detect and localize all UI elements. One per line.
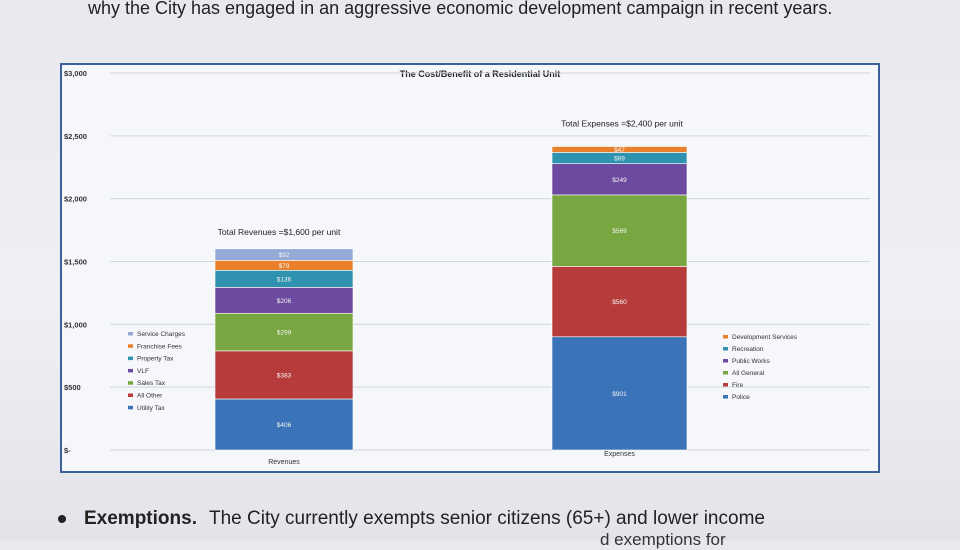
legend-entry: Sales Tax xyxy=(137,380,166,387)
bar-data-label: $249 xyxy=(612,177,627,184)
intro-paragraph: why the City has engaged in an aggressiv… xyxy=(88,0,833,18)
legend-entry: Fire xyxy=(732,382,744,389)
legend-entry: Development Services xyxy=(732,334,798,341)
legend-entry: Public Works xyxy=(732,358,771,365)
x-category-label: Expenses xyxy=(604,451,635,458)
bar-segment xyxy=(214,248,354,261)
bar-segment xyxy=(214,312,354,352)
y-tick-label: $1,500 xyxy=(64,258,87,267)
bar-data-label: $47 xyxy=(614,147,625,154)
cut-off-text-line: d exemptions for xyxy=(600,530,726,549)
y-tick-label: $2,000 xyxy=(64,195,87,204)
legend-entry: All General xyxy=(732,370,765,377)
legend-entry: Police xyxy=(732,394,750,401)
legend-swatch xyxy=(128,393,133,397)
total-label: Total Expenses =$2,400 per unit xyxy=(561,119,683,129)
cost-benefit-chart: The Cost/Benefit of a Residential Unit $… xyxy=(64,69,870,466)
y-tick-label: $2,500 xyxy=(64,132,87,141)
bar-segment xyxy=(214,398,354,451)
bar-segment xyxy=(214,350,354,400)
exemptions-paragraph: Exemptions. The City currently exempts se… xyxy=(58,508,898,530)
legend-swatch xyxy=(723,359,728,363)
bullet-icon xyxy=(58,514,66,523)
bar-data-label: $569 xyxy=(612,228,627,235)
legend-swatch xyxy=(128,356,133,361)
legend-swatch xyxy=(723,347,728,351)
chart-title: The Cost/Benefit of a Residential Unit xyxy=(400,69,561,79)
bar-data-label: $79 xyxy=(279,263,290,270)
legend-entry: Utility Tax xyxy=(137,405,165,412)
legend-swatch xyxy=(128,405,133,410)
bar-data-label: $299 xyxy=(277,330,292,337)
y-tick-label: $- xyxy=(64,446,71,455)
bar-segment xyxy=(551,194,688,267)
legend-swatch xyxy=(128,381,133,385)
legend-swatch xyxy=(128,332,133,336)
bar-data-label: $383 xyxy=(277,372,292,379)
chart-frame xyxy=(60,63,880,473)
bar-data-label: $206 xyxy=(277,298,292,305)
bar-data-label: $901 xyxy=(612,391,627,398)
bar-data-label: $89 xyxy=(614,156,625,163)
bar-segment xyxy=(551,266,688,338)
legend-entry: Property Tax xyxy=(137,356,174,363)
bar-data-label: $406 xyxy=(277,422,292,429)
total-label: Total Revenues =$1,600 per unit xyxy=(218,227,341,237)
legend-swatch xyxy=(723,395,728,399)
x-category-label: Revenues xyxy=(268,459,300,466)
bar-data-label: $560 xyxy=(612,299,627,306)
bar-segment xyxy=(214,287,354,314)
exemptions-heading: Exemptions. xyxy=(84,508,197,529)
y-tick-label: $500 xyxy=(64,383,81,392)
bar-data-label: $136 xyxy=(277,276,292,283)
legend-entry: All Other xyxy=(137,393,163,400)
legend-swatch xyxy=(723,335,728,339)
bar-segment xyxy=(551,163,688,196)
y-tick-label: $1,000 xyxy=(64,320,87,329)
bar-data-label: $92 xyxy=(279,252,290,259)
bar-segment xyxy=(551,146,688,153)
legend-swatch xyxy=(128,344,133,348)
y-tick-label: $3,000 xyxy=(64,69,87,78)
exemptions-text: The City currently exempts senior citize… xyxy=(208,508,765,529)
legend-swatch xyxy=(723,383,728,387)
legend-swatch xyxy=(128,368,133,373)
legend-entry: Service Charges xyxy=(137,331,186,338)
legend-entry: Franchise Fees xyxy=(137,343,183,350)
legend-entry: VLF xyxy=(137,368,149,375)
legend-entry: Recreation xyxy=(732,346,764,353)
legend-swatch xyxy=(723,371,728,375)
